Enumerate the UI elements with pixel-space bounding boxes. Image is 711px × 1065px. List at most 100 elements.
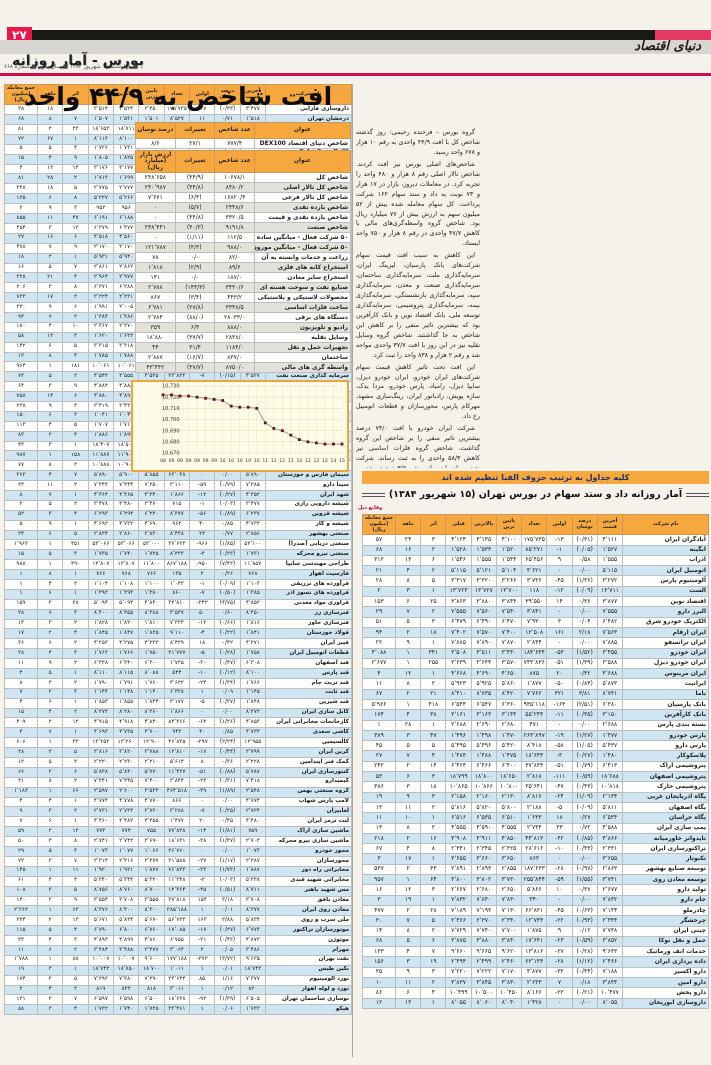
value-cell: ۰/۷۷	[214, 529, 241, 541]
value-cell: ۷۸	[135, 252, 176, 264]
value-cell: ۳	[36, 836, 64, 848]
value-cell: ۳٬۵۷۰	[495, 657, 523, 670]
value-cell: (۱/۰۹)	[571, 791, 598, 803]
value-cell: ۰/۰۵	[214, 944, 241, 956]
company-name-cell: فرآورده های نسوز آذر	[265, 588, 352, 600]
value-cell: ۱۸٬۸۸۰	[135, 332, 176, 344]
value-cell: ۵٬۸۳۴	[239, 915, 267, 927]
value-cell: ۱٬۸۰۵	[87, 153, 115, 165]
value-cell: ۵٬۸۵۵	[138, 470, 165, 482]
value-cell: ۲٬۳۱۶	[113, 855, 140, 867]
company-name-cell: حمل و نقل توکا	[622, 935, 709, 948]
value-cell: ۱۲٬۸۱۰	[163, 747, 191, 759]
value-cell: ۱۵۴	[189, 895, 216, 907]
value-cell: ۵٬۱۰۴	[495, 565, 523, 577]
value-cell: ۸٬۱۱۰	[87, 668, 115, 679]
value-cell: ۲۴-	[189, 677, 216, 689]
value-cell: ۱۸٬۶۳۸	[163, 994, 191, 1006]
value-cell: ۱۰٬۴۵۰	[495, 987, 523, 999]
value-cell: ۰/۰۰	[571, 894, 598, 906]
value-cell: ۶۵٬۴۵۶	[521, 554, 548, 567]
value-cell: ۲٬۳۴۴	[596, 915, 624, 927]
value-cell: ۵	[420, 575, 447, 587]
value-cell: ۶۳٬۱۴۴	[521, 956, 548, 968]
table-row: فارسیت اهواز ۷۶۸ ۰/۲۶ ۲ ۱۳۵ ۷۶۶ ۷۶۸ ۷۶۶ ۱ ۸ ۱	[4, 569, 352, 580]
company-name-cell: دستگاه های برقی	[254, 312, 351, 324]
value-cell: ۲۹	[4, 846, 38, 857]
company-name-cell: پتروشیمی خارک	[622, 781, 709, 793]
value-cell: ۳۰	[362, 915, 396, 927]
value-cell: ۱٬۷۰۷	[87, 420, 115, 432]
table-row: محصولات لاستیکی و پلاستیکی ۴۴۳/۲ (۳/۴) ۸۶۷	[135, 292, 351, 304]
value-cell: ۲٬۲۱۰	[138, 757, 165, 768]
value-cell: ۶۷	[362, 843, 396, 855]
value-cell: ۸٬۱۰۰	[239, 668, 267, 679]
value-cell: ۷٬۸۷۰	[495, 637, 523, 649]
table-row: شیشه دارویی رازی ۳٬۴۷۷ (۰/۰۳) ۱- ۷۱۵ ۳٬۴۷۰ ۳٬۴…	[4, 499, 352, 511]
value-cell: ۱٬۷۲۵	[138, 1004, 165, 1016]
value-cell: ۸۱۹	[87, 984, 115, 996]
svg-text:11: 11	[279, 458, 285, 464]
value-cell: ۱٬۷۶۳	[87, 648, 115, 660]
value-cell: ۰	[546, 606, 573, 618]
value-cell: ۶٬۵۹۷	[87, 994, 115, 1006]
value-cell: ۱٬۷۳۳	[239, 1004, 267, 1016]
value-cell: ۶۲-	[189, 717, 216, 729]
value-cell: ۴٬۸۹۳	[87, 935, 115, 946]
value-cell: (۰/۲۸)	[214, 648, 241, 660]
value-cell: ۱٬۰۷۳	[239, 846, 267, 857]
value-cell: ۷٬۱۷۰	[495, 966, 523, 979]
value-cell: ۳٬۵۸۸	[596, 657, 624, 670]
stocks-table-right-header: نام شرکت آخرین قیمت درصد نوسان اولین تعداد پا…	[362, 513, 709, 536]
value-cell: ۳۳	[4, 935, 38, 946]
company-name-cell: الست	[622, 585, 709, 598]
value-cell: ۴۳٬۴۴۲	[135, 362, 176, 374]
value-cell: (۳/۴)	[174, 292, 216, 304]
value-cell: ۳۵۹	[135, 322, 176, 334]
value-cell: ۹۸۸	[4, 559, 38, 571]
value-cell: ۹۸۷	[4, 450, 38, 462]
value-cell: ۶٬۵۰۵	[239, 994, 267, 1006]
value-cell: ۴٬۵۸۸	[596, 822, 624, 834]
value-cell: ۱	[36, 954, 64, 966]
table-row: تولید دارو ۲٬۶۷۷ ۰/۳۷ ۱۰ ۵٬۸۶۶ ۲٬۶۵۰ ۲٬۶۸۰ ۲٬۶۶…	[362, 884, 709, 896]
value-cell: ۱۹-	[546, 729, 573, 742]
value-cell: ۱۲٬۵۰۸	[521, 626, 548, 639]
value-cell: ۰	[546, 565, 573, 577]
company-name-cell: ملی سرب و روی	[265, 915, 352, 927]
value-cell: ۹٬۶۶۵	[470, 946, 497, 958]
value-cell: ۲٬۹۶۴	[87, 272, 115, 284]
value-cell: ۲	[36, 974, 64, 986]
value-cell: ۵٬۸۶۰	[495, 678, 523, 690]
value-cell: ۹	[394, 791, 422, 803]
value-cell: ۲	[189, 569, 216, 580]
value-cell: ۷٬۷۰۰	[495, 925, 523, 937]
value-cell: ۵	[62, 529, 89, 541]
value-cell: (۱/۵۵)	[571, 874, 598, 886]
value-cell: ۲	[36, 717, 64, 729]
value-cell: ۲	[62, 618, 89, 630]
value-cell: ۱٬۷۳۲	[87, 1004, 115, 1016]
value-cell: ۴	[36, 935, 64, 946]
value-cell: ۴	[36, 321, 64, 333]
table-row: وسایل نقلیه ۲۸۳۸/۰ (۳۷/۷) ۱۸٬۸۸۰	[135, 332, 351, 344]
value-cell: ۶٬۲۹۳	[87, 509, 115, 521]
value-cell: ۴	[394, 709, 422, 721]
value-cell: ۷٬۳۸۰	[113, 974, 140, 986]
value-cell: ۷٬۴۰۰	[495, 626, 523, 639]
value-cell: ۱۳٬۸۱۶	[521, 946, 548, 958]
table-row: فیبر ایران ۴٬۲۷۱ ۰/۴۲ ۱۸ ۸٬۴۲۹ ۴٬۲۳۳ ۴٬۲۷۵ ۴٬۲۵…	[4, 638, 352, 650]
value-cell: ۲	[62, 579, 89, 590]
value-cell: ۰/۲۷	[571, 812, 598, 824]
value-cell: ۳٬۷۰۸	[113, 895, 140, 907]
value-cell: ۰	[546, 853, 573, 865]
value-cell: ۲٬۱۶۰	[470, 791, 497, 803]
value-cell: ۸	[36, 776, 64, 788]
value-cell: ۱	[394, 874, 422, 886]
company-name-cell: مهرام	[265, 944, 352, 956]
value-cell: ۲٬۸۴۴	[163, 776, 191, 788]
value-cell: ۵٬۳۴۴	[113, 875, 140, 887]
value-cell: ۸	[36, 351, 64, 363]
value-cell: ۶٬۵۱۰	[495, 812, 523, 824]
value-cell: (۱۶/۷)	[174, 352, 216, 364]
